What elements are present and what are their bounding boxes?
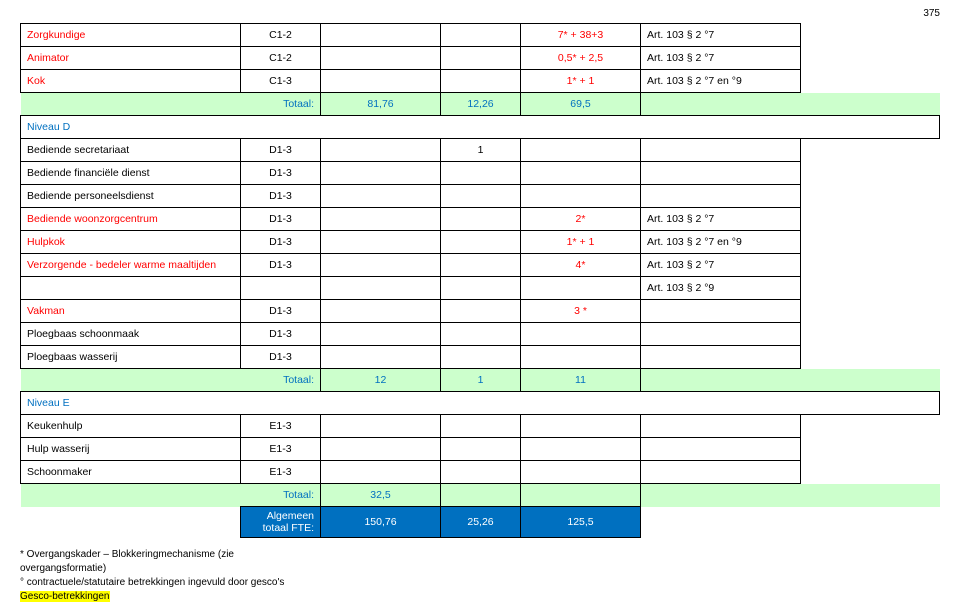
footnote-1: * Overgangskader – Blokkeringmechanisme … [20, 548, 320, 576]
footnote-3-highlight: Gesco-betrekkingen [20, 591, 110, 602]
footnote-2: ° contractuele/statutaire betrekkingen i… [20, 576, 940, 590]
data-table: ZorgkundigeC1-27* + 38+3Art. 103 § 2 °7A… [20, 23, 940, 538]
page-number: 375 [20, 8, 940, 19]
footnotes: * Overgangskader – Blokkeringmechanisme … [20, 548, 940, 604]
